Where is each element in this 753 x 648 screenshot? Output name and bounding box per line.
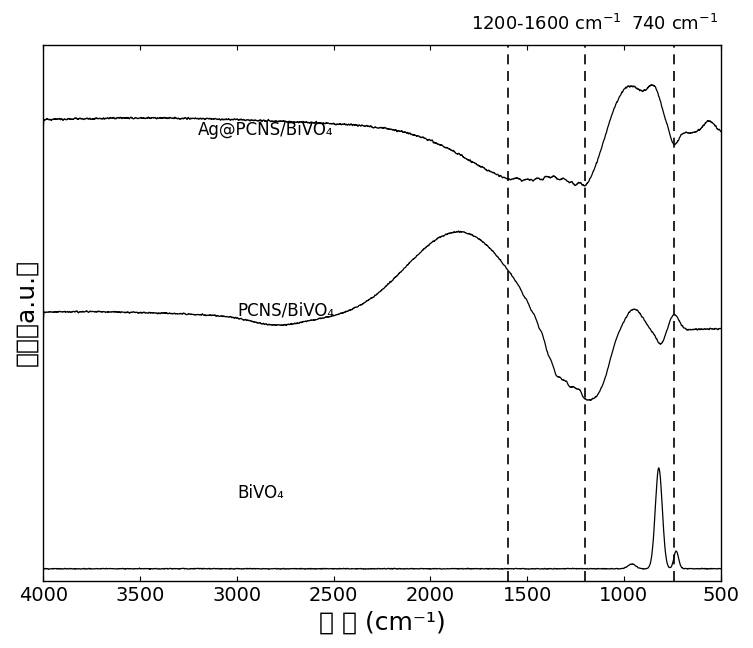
Text: 740 cm$^{-1}$: 740 cm$^{-1}$ — [630, 14, 718, 34]
Text: PCNS/BiVO₄: PCNS/BiVO₄ — [237, 301, 334, 319]
X-axis label: 波 数 (cm⁻¹): 波 数 (cm⁻¹) — [319, 610, 446, 634]
Text: Ag@PCNS/BiVO₄: Ag@PCNS/BiVO₄ — [198, 121, 334, 139]
Text: 1200-1600 cm$^{-1}$: 1200-1600 cm$^{-1}$ — [471, 14, 622, 34]
Y-axis label: 强度（a.u.）: 强度（a.u.） — [14, 259, 38, 367]
Text: BiVO₄: BiVO₄ — [237, 484, 284, 502]
